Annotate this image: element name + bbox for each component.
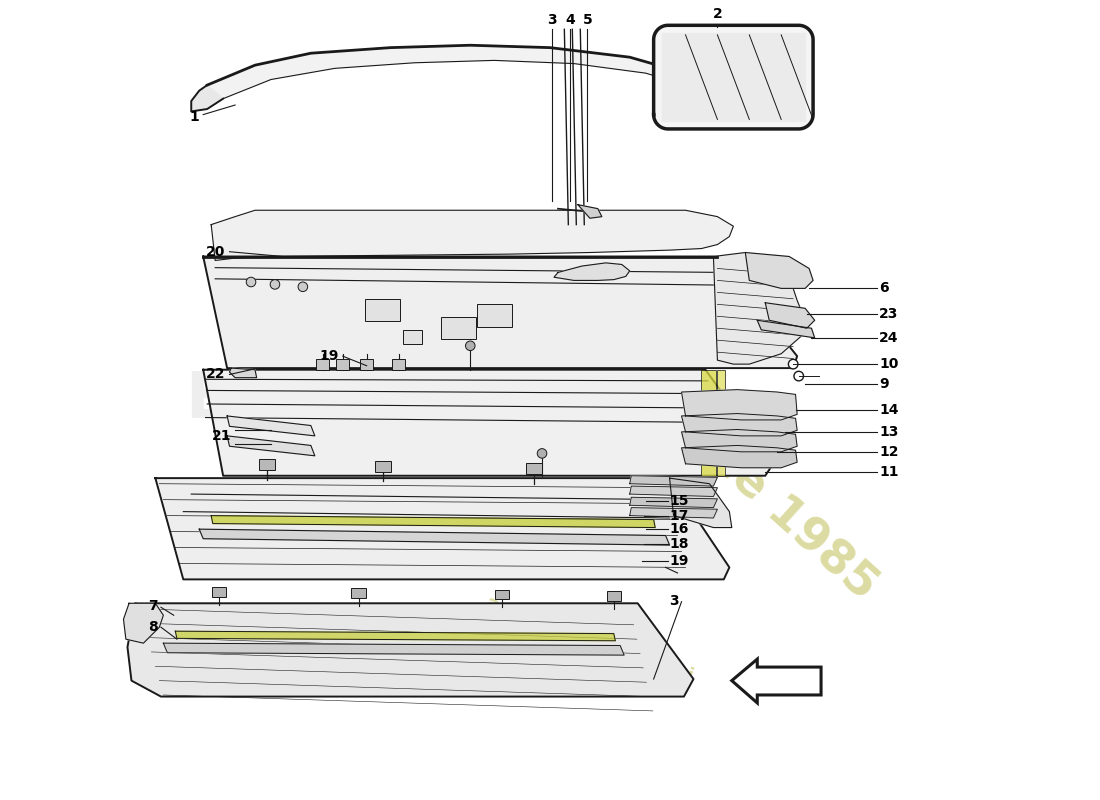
Bar — [403, 330, 422, 344]
Text: 3: 3 — [670, 594, 679, 608]
Text: EURODEMOS: EURODEMOS — [185, 369, 645, 431]
Text: 6: 6 — [879, 282, 889, 295]
Bar — [606, 591, 621, 601]
Polygon shape — [175, 631, 615, 641]
Text: 4: 4 — [565, 13, 575, 27]
Text: 5: 5 — [583, 13, 592, 27]
Circle shape — [537, 449, 547, 458]
Bar — [212, 587, 227, 597]
Text: 14: 14 — [879, 402, 899, 417]
Bar — [717, 370, 725, 476]
Text: 19: 19 — [670, 554, 689, 568]
Polygon shape — [191, 85, 223, 111]
Polygon shape — [766, 302, 815, 328]
Polygon shape — [578, 205, 602, 218]
Text: 16: 16 — [670, 522, 689, 536]
Polygon shape — [682, 414, 798, 436]
Text: 12: 12 — [879, 445, 899, 459]
Text: 19: 19 — [319, 349, 339, 363]
Polygon shape — [629, 498, 717, 508]
Polygon shape — [207, 46, 717, 102]
Text: 3: 3 — [548, 13, 558, 27]
Polygon shape — [204, 370, 773, 476]
Polygon shape — [682, 430, 798, 452]
Circle shape — [298, 282, 308, 291]
Polygon shape — [732, 659, 821, 703]
Polygon shape — [670, 478, 732, 527]
Polygon shape — [204, 257, 798, 368]
Bar — [702, 370, 716, 476]
Bar — [337, 358, 349, 370]
Bar — [375, 461, 390, 472]
Bar — [476, 304, 512, 326]
Text: 22: 22 — [206, 367, 225, 382]
Text: 17: 17 — [670, 509, 689, 522]
Text: 23: 23 — [879, 307, 899, 321]
Text: since 1985: since 1985 — [644, 383, 887, 608]
Polygon shape — [227, 416, 315, 436]
Circle shape — [271, 280, 279, 289]
Text: 18: 18 — [670, 537, 689, 550]
Circle shape — [794, 371, 803, 381]
Text: 11: 11 — [879, 465, 899, 478]
Circle shape — [789, 359, 797, 369]
Bar — [495, 590, 509, 599]
Polygon shape — [211, 210, 734, 261]
Text: a passion for ferrari: a passion for ferrari — [484, 593, 696, 686]
Polygon shape — [554, 263, 629, 281]
Text: 2: 2 — [713, 7, 723, 22]
Circle shape — [465, 341, 475, 350]
Polygon shape — [757, 320, 815, 338]
Bar — [352, 588, 366, 598]
Bar — [365, 298, 400, 321]
Bar — [441, 317, 476, 339]
Bar — [526, 463, 542, 474]
Polygon shape — [682, 446, 798, 468]
Polygon shape — [629, 508, 717, 518]
Polygon shape — [682, 390, 798, 420]
Bar — [258, 459, 275, 470]
Polygon shape — [123, 603, 163, 643]
Polygon shape — [227, 436, 315, 456]
Text: 24: 24 — [879, 331, 899, 345]
Text: 9: 9 — [879, 377, 889, 391]
Text: 10: 10 — [879, 357, 899, 371]
Polygon shape — [163, 643, 624, 655]
Bar — [392, 358, 405, 370]
Text: 20: 20 — [206, 245, 225, 258]
Circle shape — [246, 278, 256, 286]
Polygon shape — [714, 253, 805, 364]
Polygon shape — [629, 486, 717, 497]
Polygon shape — [746, 253, 813, 288]
Polygon shape — [230, 368, 256, 378]
Text: 13: 13 — [879, 425, 899, 439]
Polygon shape — [155, 478, 729, 579]
Polygon shape — [629, 476, 717, 486]
Polygon shape — [199, 529, 670, 545]
Polygon shape — [653, 26, 813, 129]
Polygon shape — [211, 515, 656, 527]
Polygon shape — [661, 34, 805, 121]
Text: 8: 8 — [148, 620, 157, 634]
Bar — [317, 358, 329, 370]
Text: 21: 21 — [211, 429, 231, 443]
Polygon shape — [128, 603, 693, 697]
Text: 15: 15 — [670, 494, 689, 508]
Text: 1: 1 — [189, 110, 199, 124]
Bar — [361, 358, 373, 370]
Text: 7: 7 — [148, 598, 157, 613]
